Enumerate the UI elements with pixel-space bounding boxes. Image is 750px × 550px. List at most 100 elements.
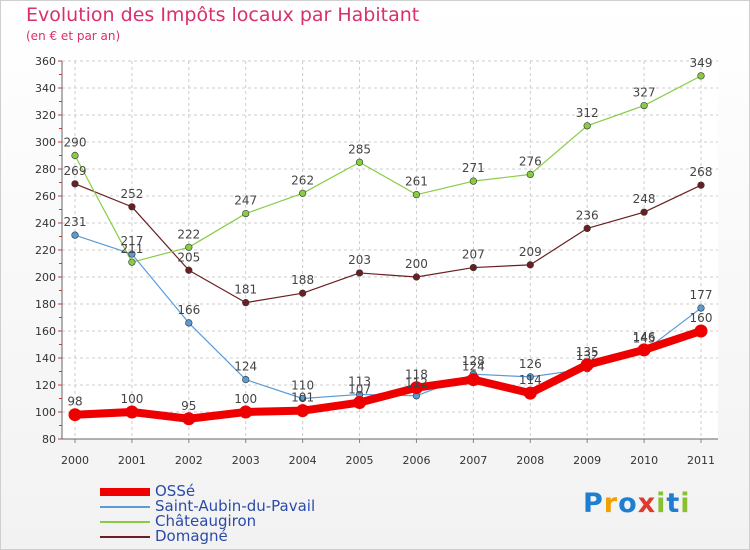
data-point — [355, 158, 364, 166]
data-label: 95 — [181, 399, 196, 413]
x-tick-label: 2010 — [630, 454, 658, 467]
data-label: 222 — [177, 227, 200, 241]
data-point — [523, 386, 537, 400]
data-point — [299, 289, 307, 297]
data-label: 276 — [519, 154, 542, 168]
x-tick-label: 2009 — [573, 454, 601, 467]
data-label: 217 — [120, 234, 143, 248]
data-label: 160 — [690, 311, 713, 325]
data-point — [637, 343, 651, 357]
logo-letter: o — [618, 488, 638, 519]
data-point — [68, 408, 82, 422]
data-label: 236 — [576, 208, 599, 222]
data-point — [412, 273, 421, 281]
axes-layer: 80 100 120 140 160 180 200 220 240 260 280 300 320 34… — [35, 55, 718, 467]
data-point — [583, 224, 591, 232]
data-label: 262 — [291, 173, 314, 187]
data-point — [128, 250, 136, 258]
labels-layer: 98 100 95 100 101 107 118 124 114 135 146 160 231 217… — [64, 56, 713, 413]
x-tick-label: 2004 — [289, 454, 317, 467]
legend-label: OSSé — [155, 482, 196, 500]
data-label: 205 — [177, 250, 200, 264]
y-tick-label: 260 — [35, 190, 56, 203]
data-point — [412, 191, 421, 199]
x-tick-label: 2001 — [118, 454, 146, 467]
data-point — [71, 231, 79, 239]
legend-label: Châteaugiron — [155, 512, 257, 530]
data-point — [409, 381, 423, 395]
data-label: 312 — [576, 106, 599, 120]
legend-swatch — [100, 506, 150, 508]
data-point — [242, 376, 250, 384]
y-tick-label: 220 — [35, 244, 56, 257]
logo-letter: i — [680, 488, 691, 519]
proxiti-logo: Proxiti — [583, 488, 691, 519]
chart-subtitle: (en € et par an) — [26, 29, 121, 43]
data-point — [296, 404, 310, 418]
x-tick-label: 2003 — [232, 454, 260, 467]
y-tick-label: 320 — [35, 109, 56, 122]
data-label: 126 — [519, 357, 542, 371]
data-point — [469, 263, 477, 272]
data-label: 132 — [576, 349, 599, 363]
data-label: 101 — [291, 391, 314, 405]
data-point — [185, 319, 193, 327]
data-point — [640, 101, 648, 110]
data-label: 203 — [348, 253, 371, 267]
data-label: 146 — [633, 330, 656, 344]
data-point — [526, 170, 534, 178]
x-tick-label: 2006 — [402, 454, 430, 467]
data-label: 271 — [462, 161, 485, 175]
legend-swatch — [100, 521, 150, 523]
legend-swatch — [100, 536, 150, 538]
data-label: 327 — [633, 86, 656, 100]
data-label: 107 — [348, 383, 371, 397]
x-tick-label: 2008 — [516, 454, 544, 467]
data-label: 211 — [120, 242, 143, 256]
data-point — [71, 151, 79, 160]
data-point — [697, 304, 705, 312]
data-label: 247 — [234, 194, 257, 208]
data-label: 124 — [462, 360, 485, 374]
data-label: 118 — [405, 368, 428, 382]
data-point — [583, 122, 591, 130]
data-point — [355, 269, 364, 277]
legend-swatch — [100, 488, 150, 496]
data-label: 269 — [64, 164, 87, 178]
data-point — [697, 72, 705, 80]
data-point — [299, 189, 307, 197]
data-label: 135 — [576, 345, 599, 359]
y-tick-label: 180 — [35, 298, 56, 311]
data-point — [694, 324, 708, 338]
logo-letter: P — [583, 488, 604, 519]
y-tick-label: 240 — [35, 217, 56, 230]
data-label: 349 — [690, 56, 713, 70]
data-point — [526, 373, 534, 381]
data-label: 207 — [462, 248, 485, 262]
y-tick-label: 360 — [35, 55, 56, 68]
x-tick-label: 2000 — [61, 454, 89, 467]
logo-letter: i — [656, 488, 667, 519]
data-point — [185, 243, 193, 251]
data-label: 145 — [633, 331, 656, 345]
data-label: 110 — [291, 379, 314, 393]
data-label: 285 — [348, 142, 371, 156]
data-point — [697, 181, 705, 189]
data-point — [185, 266, 193, 274]
data-label: 181 — [234, 283, 257, 297]
series-line-2 — [74, 75, 702, 263]
data-label: 188 — [291, 273, 314, 287]
data-point — [128, 203, 136, 211]
y-tick-label: 120 — [35, 379, 56, 392]
y-tick-label: 200 — [35, 271, 56, 284]
data-point — [239, 405, 253, 419]
grid-layer — [62, 60, 718, 440]
data-label: 248 — [633, 192, 656, 206]
data-label: 113 — [348, 374, 371, 388]
data-label: 177 — [690, 288, 713, 302]
logo-letter: t — [666, 488, 681, 519]
data-label: 98 — [67, 395, 82, 409]
data-label: 166 — [177, 303, 200, 317]
data-label: 128 — [462, 354, 485, 368]
